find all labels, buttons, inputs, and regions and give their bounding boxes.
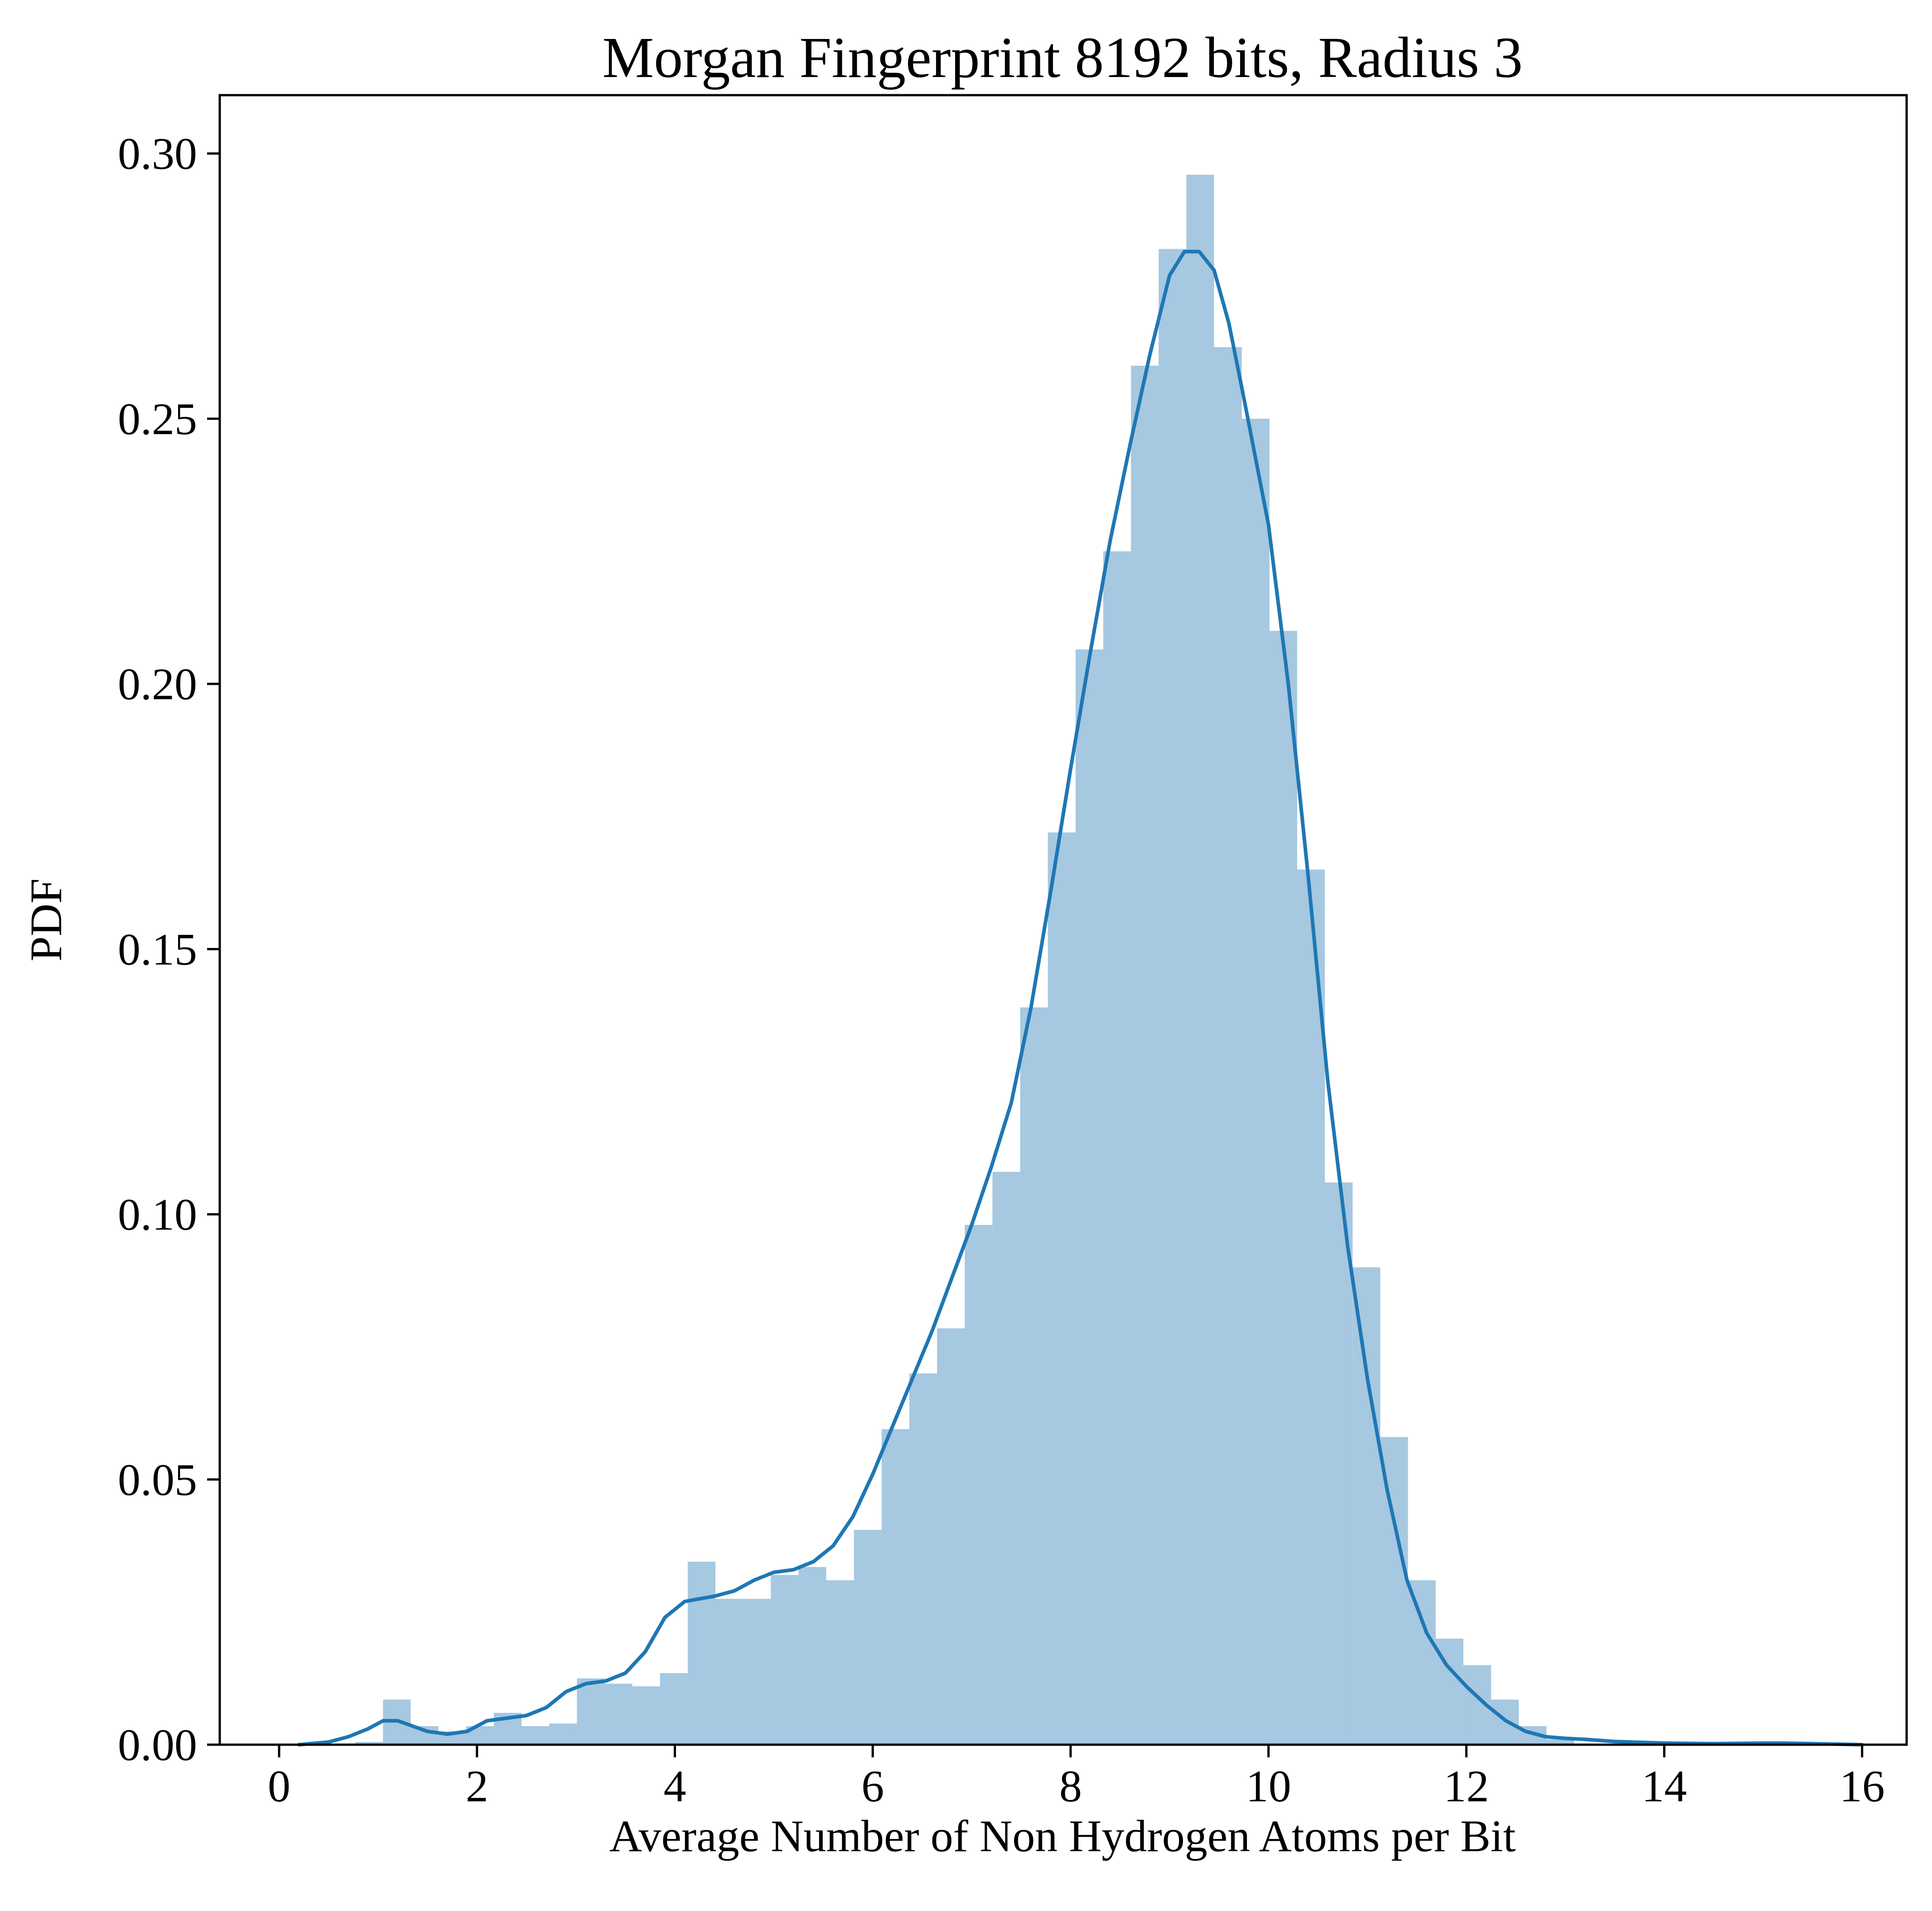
y-tick-label: 0.25 — [118, 394, 197, 444]
histogram-bar — [1546, 1739, 1575, 1745]
x-axis-label: Average Number of Non Hydrogen Atoms per… — [609, 1811, 1516, 1861]
histogram-bar — [549, 1723, 577, 1745]
histogram-bar — [798, 1567, 826, 1745]
histogram-bars — [355, 174, 1575, 1745]
histogram-bar — [1269, 631, 1297, 1745]
histogram-bar — [1325, 1182, 1353, 1745]
histogram-bar — [1408, 1580, 1436, 1745]
histogram-bar — [1186, 174, 1214, 1745]
histogram-bar — [577, 1678, 605, 1745]
y-tick-label: 0.30 — [118, 129, 197, 179]
x-tick-label: 8 — [1059, 1761, 1082, 1811]
x-tick-label: 6 — [861, 1761, 884, 1811]
y-tick-label: 0.00 — [118, 1720, 197, 1770]
histogram-bar — [1075, 649, 1103, 1745]
histogram-bar — [355, 1742, 383, 1745]
histogram-bar — [743, 1599, 771, 1745]
plot-frame — [218, 94, 1908, 1746]
x-axis: 0 2 4 6 8 10 12 14 16 — [268, 1745, 1885, 1811]
histogram-bar — [1214, 347, 1242, 1745]
y-axis: 0.00 0.05 0.10 0.15 0.20 0.25 0.30 — [118, 129, 220, 1770]
histogram-bar — [632, 1686, 660, 1745]
histogram-bar — [687, 1562, 715, 1745]
histogram-bar — [771, 1575, 799, 1745]
x-tick-label: 4 — [663, 1761, 686, 1811]
chart-title: Morgan Fingerprint 8192 bits, Radius 3 — [602, 25, 1522, 90]
histogram-bar — [826, 1580, 854, 1745]
histogram-bar — [1103, 551, 1131, 1745]
y-axis-label: PDF — [21, 878, 71, 961]
histogram-bar — [1020, 1007, 1048, 1745]
histogram-bar — [1131, 365, 1159, 1745]
y-tick-label: 0.20 — [118, 659, 197, 709]
x-tick-label: 2 — [466, 1761, 488, 1811]
histogram-bar — [909, 1373, 937, 1745]
x-tick-label: 10 — [1246, 1761, 1291, 1811]
x-tick-label: 16 — [1840, 1761, 1885, 1811]
histogram-bar — [604, 1684, 633, 1745]
x-tick-label: 0 — [268, 1761, 290, 1811]
histogram-bar — [1159, 249, 1187, 1745]
histogram-bar — [1380, 1437, 1408, 1745]
x-tick-label: 12 — [1444, 1761, 1489, 1811]
kde-curve-group — [297, 250, 1864, 1747]
histogram-bar — [715, 1599, 744, 1745]
histogram-bar — [965, 1224, 993, 1745]
kde-line — [297, 250, 1864, 1747]
y-tick-label: 0.10 — [118, 1190, 197, 1240]
histogram-bar — [1241, 418, 1270, 1745]
y-tick-label: 0.15 — [118, 924, 197, 974]
x-tick-label: 14 — [1642, 1761, 1687, 1811]
histogram-bar — [992, 1171, 1020, 1745]
histogram-bar — [937, 1328, 965, 1745]
histogram-bar — [1352, 1267, 1381, 1745]
histogram-bar — [1048, 832, 1076, 1745]
histogram-bar — [854, 1529, 882, 1745]
histogram-bar — [521, 1726, 550, 1745]
y-tick-label: 0.05 — [118, 1455, 197, 1505]
histogram-bar — [881, 1429, 909, 1745]
histogram-bar — [660, 1673, 688, 1745]
